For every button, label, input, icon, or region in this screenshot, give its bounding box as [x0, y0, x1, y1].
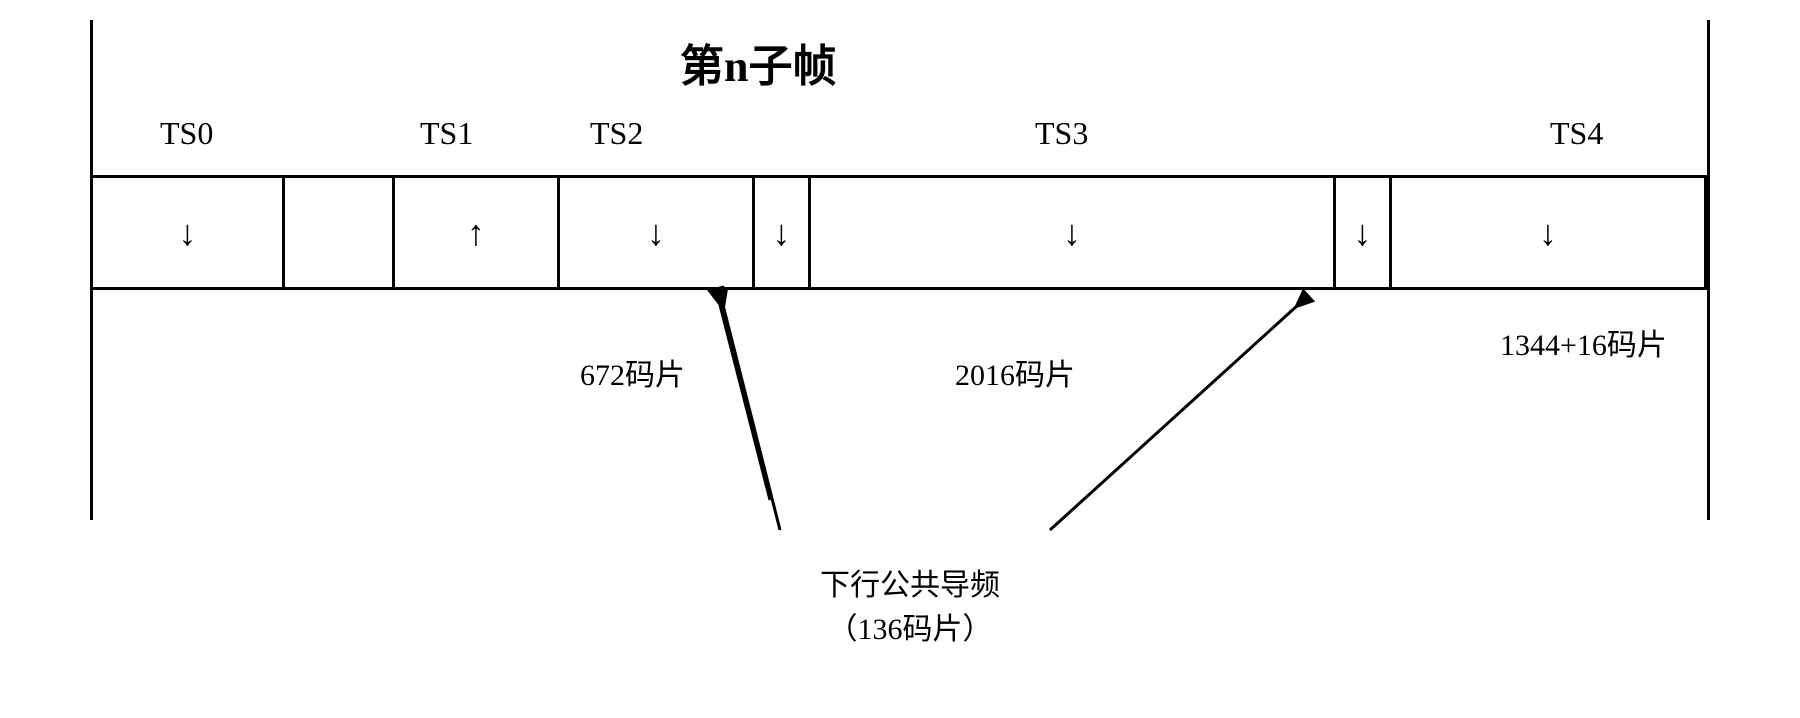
ts-label-0: TS0: [160, 115, 213, 152]
pointer-line-left: [723, 305, 780, 530]
pilot-label-line1: 下行公共导频: [820, 560, 1000, 604]
right-guide: [1707, 20, 1710, 520]
slot-ts2: ↓: [560, 178, 755, 287]
timeslot-row: ↓ ↑ ↓ ↓ ↓ ↓ ↓: [90, 175, 1707, 290]
chips-label-2016: 2016码片: [955, 350, 1075, 394]
slot-gap: [285, 178, 395, 287]
arrow-down-icon: ↓: [647, 215, 665, 251]
arrow-down-icon: ↓: [179, 215, 197, 251]
arrow-down-icon: ↓: [1063, 215, 1081, 251]
arrow-down-icon: ↓: [1354, 215, 1372, 251]
chips-label-1344: 1344+16码片: [1500, 320, 1667, 364]
slot-ts4: ↓: [1392, 178, 1707, 287]
slot-ts0: ↓: [90, 178, 285, 287]
subframe-title: 第n子帧: [680, 30, 836, 94]
arrow-down-icon: ↓: [773, 215, 791, 251]
ts-label-4: TS4: [1550, 115, 1603, 152]
slot-pilot-2: ↓: [1336, 178, 1392, 287]
diagram-container: 第n子帧 TS0 TS1 TS2 TS3 TS4 ↓ ↑ ↓ ↓ ↓ ↓ ↓ 6…: [20, 20, 1780, 698]
ts-label-1: TS1: [420, 115, 473, 152]
pointer-line-right: [1050, 305, 1298, 530]
slot-pilot-1: ↓: [755, 178, 811, 287]
ts-label-2: TS2: [590, 115, 643, 152]
slot-ts3: ↓: [811, 178, 1336, 287]
pilot-label-line2: （136码片）: [820, 604, 1000, 648]
slot-ts1: ↑: [395, 178, 560, 287]
arrow-up-icon: ↑: [467, 215, 485, 251]
pointer-line-1: [720, 305, 770, 500]
arrow-down-icon: ↓: [1539, 215, 1557, 251]
ts-label-3: TS3: [1035, 115, 1088, 152]
pilot-label: 下行公共导频 （136码片）: [820, 560, 1000, 648]
chips-label-672: 672码片: [580, 350, 685, 394]
